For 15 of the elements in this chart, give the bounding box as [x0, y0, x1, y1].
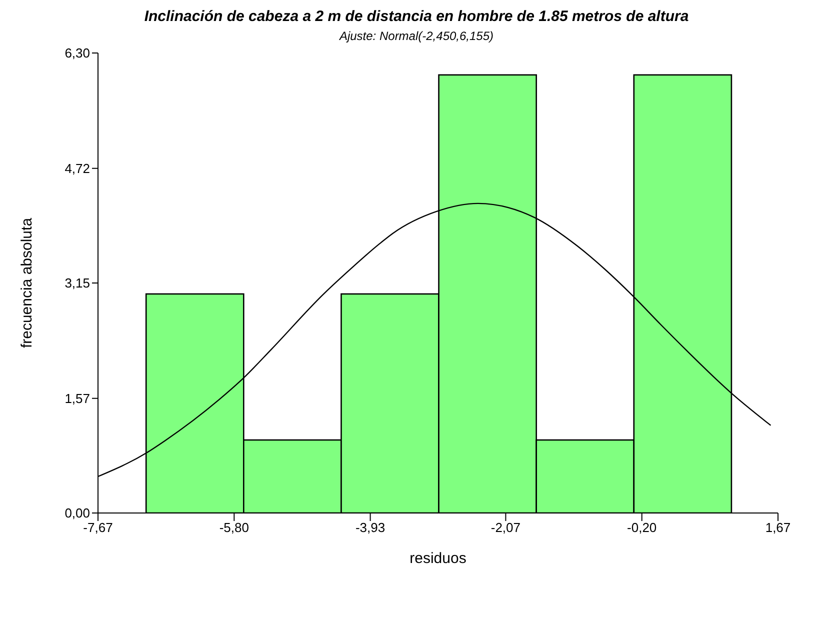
x-tick-label: 1,67 — [765, 520, 791, 536]
chart-title: Inclinación de cabeza a 2 m de distancia en hombre de 1.85 metros de altura — [143, 8, 690, 25]
y-tick-label: 3,15 — [64, 276, 90, 291]
x-tick-label: -7,67 — [83, 520, 113, 536]
x-axis-title: residuos — [410, 550, 466, 567]
y-tick-label: 4,72 — [64, 160, 90, 176]
x-tick-label: -3,93 — [355, 520, 386, 536]
y-tick-label: 0,00 — [64, 506, 90, 521]
y-tick-label: 6,30 — [64, 46, 90, 61]
chart-subtitle: Ajuste: Normal(-2,450,6,155) — [338, 29, 495, 43]
y-axis-title: frecuencia absoluta — [18, 217, 36, 348]
x-tick-label: -2,07 — [490, 520, 521, 536]
x-tick-label: -5,80 — [219, 520, 249, 536]
y-tick-label: 1,57 — [64, 390, 90, 406]
x-tick-label: -0,20 — [627, 520, 657, 536]
